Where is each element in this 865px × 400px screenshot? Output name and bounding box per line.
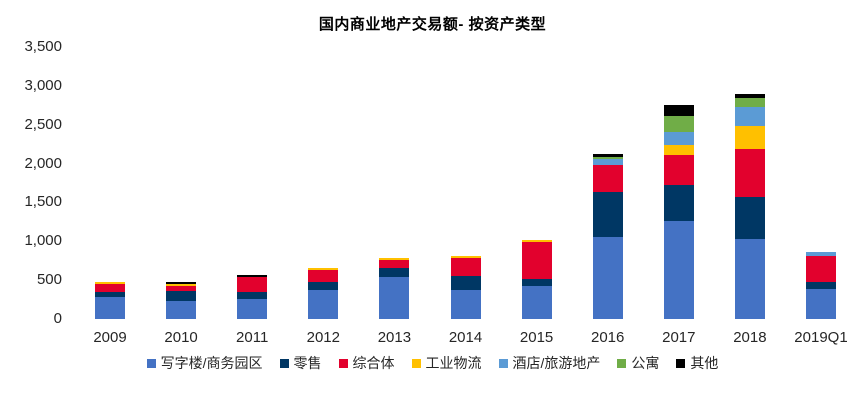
bar-segment (379, 259, 410, 269)
legend-label: 零售 (293, 355, 322, 371)
bar-segment (734, 126, 765, 150)
bar-segment (592, 191, 623, 237)
bar-segment (663, 105, 694, 117)
legend-swatch-icon (617, 358, 627, 368)
bar-segment (592, 157, 623, 160)
legend-label: 综合体 (352, 355, 395, 371)
bar-segment (95, 296, 125, 319)
bar-segment (237, 292, 268, 300)
legend-swatch-icon (676, 358, 686, 368)
bar-segment (95, 284, 125, 292)
bar-segment (663, 116, 694, 133)
bar-segment (95, 282, 125, 285)
bar-segment (734, 149, 765, 197)
x-axis-tick-label: 2018 (733, 329, 767, 346)
bar-segment (734, 94, 765, 99)
bar-segment (166, 291, 197, 302)
x-axis-tick-label: 2012 (306, 329, 340, 346)
bar-segment (734, 107, 765, 127)
bar-segment (95, 291, 125, 297)
y-axis-tick-label: 1,000 (24, 232, 62, 250)
bar-segment (521, 278, 552, 286)
legend-swatch-icon (146, 358, 156, 368)
bar-segment (237, 277, 268, 293)
y-axis-tick-label: 3,500 (24, 38, 62, 55)
bar-segment (806, 289, 836, 319)
bar-segment (450, 256, 481, 258)
bar-segment (166, 284, 197, 286)
bar-segment (237, 299, 268, 319)
y-axis-tick-label: 2,500 (24, 115, 62, 133)
bar-segment (166, 301, 197, 319)
bar-segment (450, 289, 481, 319)
legend-item: 工业物流 (411, 353, 482, 373)
legend-item: 公寓 (617, 353, 659, 373)
bar-segment (379, 277, 410, 319)
bar-segment (166, 282, 197, 285)
bar-segment (734, 238, 765, 319)
x-axis-tick-label: 2016 (591, 329, 625, 346)
y-axis-tick-label: 500 (36, 271, 62, 289)
legend-label: 其他 (690, 355, 719, 371)
bar-segment (663, 144, 694, 155)
y-axis-tick-label: 0 (53, 310, 62, 327)
bar-segment (166, 285, 197, 292)
bar-segment (592, 165, 623, 192)
bar-segment (663, 184, 694, 222)
legend-swatch-icon (411, 358, 421, 368)
bar-segment (308, 270, 339, 282)
bar-segment (450, 275, 481, 290)
x-axis-tick-label: 2013 (377, 329, 412, 346)
bar-segment (592, 159, 623, 166)
x-axis-tick-label: 2019Q1 (794, 329, 848, 346)
bar-segment (592, 154, 623, 158)
legend-item: 酒店/旅游地产 (498, 353, 601, 373)
bar-segment (663, 221, 694, 319)
legend-label: 公寓 (631, 355, 660, 371)
bar-segment (308, 281, 339, 290)
x-axis-tick-label: 2017 (662, 329, 696, 346)
bar-segment (308, 268, 339, 271)
bar-segment (806, 256, 836, 283)
legend-swatch-icon (279, 358, 289, 368)
bar-segment (734, 98, 765, 108)
legend-item: 零售 (279, 353, 322, 373)
chart-title: 国内商业地产交易额- 按资产类型 (318, 16, 547, 33)
legend-label: 写字楼/商务园区 (160, 355, 263, 371)
y-axis-tick-label: 3,000 (24, 76, 62, 94)
bar-segment (379, 268, 410, 278)
bar-segment (663, 132, 694, 145)
bar-segment (521, 242, 552, 279)
bar-segment (308, 289, 339, 319)
legend-item: 综合体 (338, 353, 395, 373)
legend-swatch-icon (338, 358, 348, 368)
legend-swatch-icon (498, 358, 508, 368)
x-axis-tick-label: 2011 (236, 329, 269, 346)
bar-segment (663, 155, 694, 185)
x-axis-tick-label: 2014 (448, 329, 483, 346)
bar-segment (592, 237, 623, 319)
legend-label: 酒店/旅游地产 (512, 355, 601, 371)
bar-segment (379, 257, 410, 260)
y-axis-tick-label: 2,000 (24, 154, 62, 172)
legend-item: 其他 (676, 353, 718, 373)
bar-segment (450, 257, 481, 276)
bar-segment (237, 275, 268, 278)
legend-item: 写字楼/商务园区 (146, 353, 263, 373)
x-axis-tick-label: 2009 (93, 329, 127, 346)
bar-segment (734, 196, 765, 239)
legend-label: 工业物流 (425, 355, 482, 371)
bar-segment (806, 252, 836, 257)
bar-segment (806, 282, 836, 290)
bar-segment (521, 285, 552, 319)
x-axis-tick-label: 2010 (164, 329, 198, 346)
y-axis-tick-label: 1,500 (24, 193, 62, 211)
x-axis-tick-label: 2015 (519, 329, 554, 346)
bar-segment (521, 240, 552, 243)
legend: 写字楼/商务园区 零售 综合体 工业物流 酒店/旅游地产 公寓 其他 (0, 353, 865, 373)
